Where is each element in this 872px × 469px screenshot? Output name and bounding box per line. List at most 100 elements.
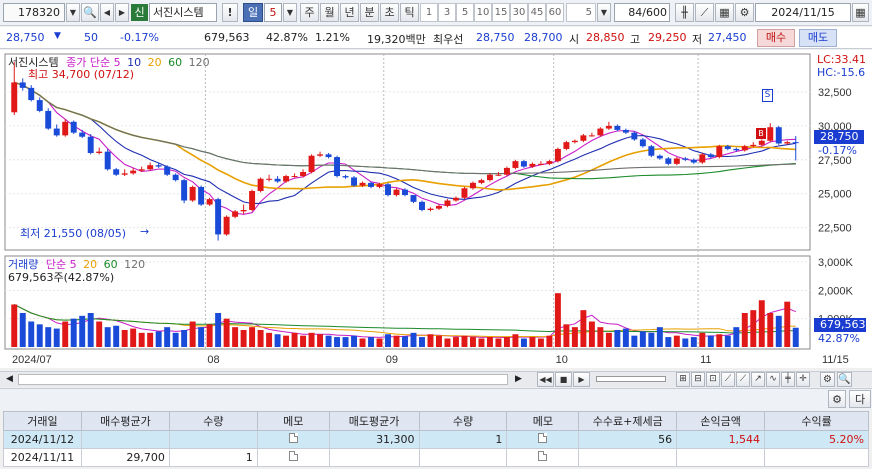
memo-icon[interactable] [288, 433, 298, 443]
interval-custom-input[interactable]: 5 [566, 3, 596, 22]
col-rate[interactable]: 수익률 [764, 411, 869, 431]
candle-body [172, 174, 179, 181]
draw-level-icon[interactable]: ╪ [781, 372, 795, 387]
indicator-icon[interactable]: ▦ [715, 3, 734, 22]
col-pnl[interactable]: 손익금액 [676, 411, 766, 431]
interval-30-button[interactable]: 30 [510, 3, 528, 22]
scroll-right-icon[interactable]: ▶ [515, 374, 522, 384]
cell-sell-avg [328, 448, 420, 467]
buy-button[interactable]: 매수 [757, 29, 795, 47]
interval-5-button[interactable]: 5 [456, 3, 474, 22]
sell-signal-icon[interactable]: S [762, 89, 773, 102]
interval-15-button[interactable]: 15 [492, 3, 510, 22]
interval-dropdown-icon[interactable]: ▼ [597, 3, 611, 22]
code-dropdown-icon[interactable]: ▼ [66, 3, 80, 22]
table-settings-icon[interactable]: ⚙ [828, 390, 846, 408]
chart-search-icon[interactable]: 🔍 [837, 372, 852, 387]
col-sell-avg[interactable]: 매도평균가 [328, 411, 420, 431]
scroll-left-icon[interactable]: ◀ [6, 374, 13, 384]
volume-bar [130, 328, 137, 347]
col-buy-avg[interactable]: 매수평균가 [80, 411, 170, 431]
memo-icon[interactable] [538, 433, 548, 443]
table-row[interactable]: 2024/11/12 31,300 1 56 1,544 5.20% [3, 430, 869, 449]
volume-bar [605, 332, 612, 347]
bar-count-input[interactable]: 84/600 [614, 3, 670, 22]
cell-sell-memo[interactable] [506, 430, 580, 449]
period-minute-button[interactable]: 분 [360, 3, 379, 22]
col-sell-qty[interactable]: 수량 [418, 411, 508, 431]
volume-bar [147, 332, 154, 347]
zoom-out-icon[interactable]: ⊟ [691, 372, 705, 387]
col-sell-memo[interactable]: 메모 [506, 411, 580, 431]
search-icon[interactable]: 🔍 [81, 3, 99, 22]
interval-3-button[interactable]: 3 [438, 3, 456, 22]
volume-bar [503, 337, 510, 347]
prev-stock-icon[interactable]: ◀ [100, 3, 114, 22]
interval-45-button[interactable]: 45 [528, 3, 546, 22]
period-month-button[interactable]: 월 [320, 3, 339, 22]
period-year-button[interactable]: 년 [340, 3, 359, 22]
volume-bar [631, 335, 638, 347]
zoom-in-icon[interactable]: ⊞ [676, 372, 690, 387]
memo-icon[interactable] [288, 451, 298, 461]
forward-icon[interactable]: ▶ [573, 372, 590, 387]
calendar-icon[interactable]: ▦ [852, 3, 869, 22]
scroll-track[interactable] [18, 374, 508, 385]
candle-body [639, 139, 646, 147]
candle-body [359, 182, 366, 186]
cell-buy-qty [168, 430, 258, 449]
chart-settings-icon[interactable]: ⚙ [820, 372, 835, 387]
fit-icon[interactable]: ⊡ [706, 372, 720, 387]
buy-signal-icon[interactable]: B [756, 128, 766, 139]
interval-10-button[interactable]: 10 [474, 3, 492, 22]
interval-1-button[interactable]: 1 [420, 3, 438, 22]
table-toolbar: ⚙ 다 [0, 388, 872, 410]
col-date[interactable]: 거래일 [3, 411, 82, 431]
period-number-input[interactable]: 5 [264, 3, 282, 22]
draw-line-icon[interactable]: ⟋ [721, 372, 735, 387]
quote-bar: 28,750 ▼ 50 -0.17% 679,563 42.87% 1.21% … [0, 27, 872, 49]
chart-svg[interactable]: 32,500 30,000 27,500 25,000 22,500 3,000K 2,0… [0, 50, 872, 368]
period-week-button[interactable]: 주 [300, 3, 319, 22]
x-tick-label: 09 [386, 354, 398, 366]
legend-ma10: 10 [127, 56, 142, 69]
period-day-button[interactable]: 일 [243, 3, 263, 22]
interval-60-button[interactable]: 60 [546, 3, 564, 22]
stock-code-input[interactable]: 178320 [3, 3, 65, 22]
cell-sell-memo[interactable] [506, 448, 580, 467]
volume-bar [181, 330, 188, 347]
volume-legend-ma5: 5 [69, 258, 77, 271]
cell-buy-memo[interactable] [256, 448, 330, 467]
stop-icon[interactable]: ■ [555, 372, 572, 387]
draw-arrow-icon[interactable]: ↗ [751, 372, 765, 387]
tool-icon[interactable]: ⟋ [695, 3, 714, 22]
candle-type-icon[interactable]: ╫ [675, 3, 694, 22]
chart-area[interactable]: 32,500 30,000 27,500 25,000 22,500 3,000K 2,0… [0, 50, 872, 368]
table-side-button[interactable]: 다 [849, 390, 871, 408]
rewind-icon[interactable]: ◀◀ [537, 372, 554, 387]
chart-scrollbar[interactable]: ◀ ▶ ◀◀ ■ ▶ ⊞ ⊟ ⊡ ⟋ ⟋ ↗ ∿ ╪ ✛ ⚙ 🔍 [0, 371, 872, 387]
sell-button[interactable]: 매도 [799, 29, 837, 47]
draw-wave-icon[interactable]: ∿ [766, 372, 780, 387]
speed-slider[interactable] [596, 376, 666, 382]
draw-trend-icon[interactable]: ⟋ [736, 372, 750, 387]
col-buy-qty[interactable]: 수량 [168, 411, 258, 431]
table-row[interactable]: 2024/11/11 29,700 1 [3, 448, 869, 467]
gear-icon[interactable]: ⚙ [735, 3, 754, 22]
volume-bar [648, 332, 655, 347]
col-buy-memo[interactable]: 메모 [256, 411, 330, 431]
period-tick-button[interactable]: 틱 [400, 3, 419, 22]
memo-icon[interactable] [538, 451, 548, 461]
date-input[interactable]: 2024/11/15 [755, 3, 851, 22]
draw-cross-icon[interactable]: ✛ [796, 372, 810, 387]
volume-legend-ma: 단순 [45, 258, 67, 271]
cell-buy-memo[interactable] [256, 430, 330, 449]
alert-button[interactable]: ! [222, 3, 238, 22]
period-second-button[interactable]: 초 [380, 3, 399, 22]
volume-bar [512, 334, 519, 347]
period-dropdown-icon[interactable]: ▼ [283, 3, 297, 22]
price-pane-frame [4, 53, 811, 251]
next-stock-icon[interactable]: ▶ [115, 3, 129, 22]
candle-body [11, 82, 18, 113]
col-fee[interactable]: 수수료+제세금 [578, 411, 678, 431]
